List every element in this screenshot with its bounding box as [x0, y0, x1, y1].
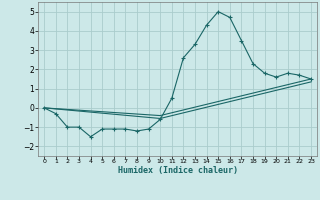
X-axis label: Humidex (Indice chaleur): Humidex (Indice chaleur) [118, 166, 238, 175]
